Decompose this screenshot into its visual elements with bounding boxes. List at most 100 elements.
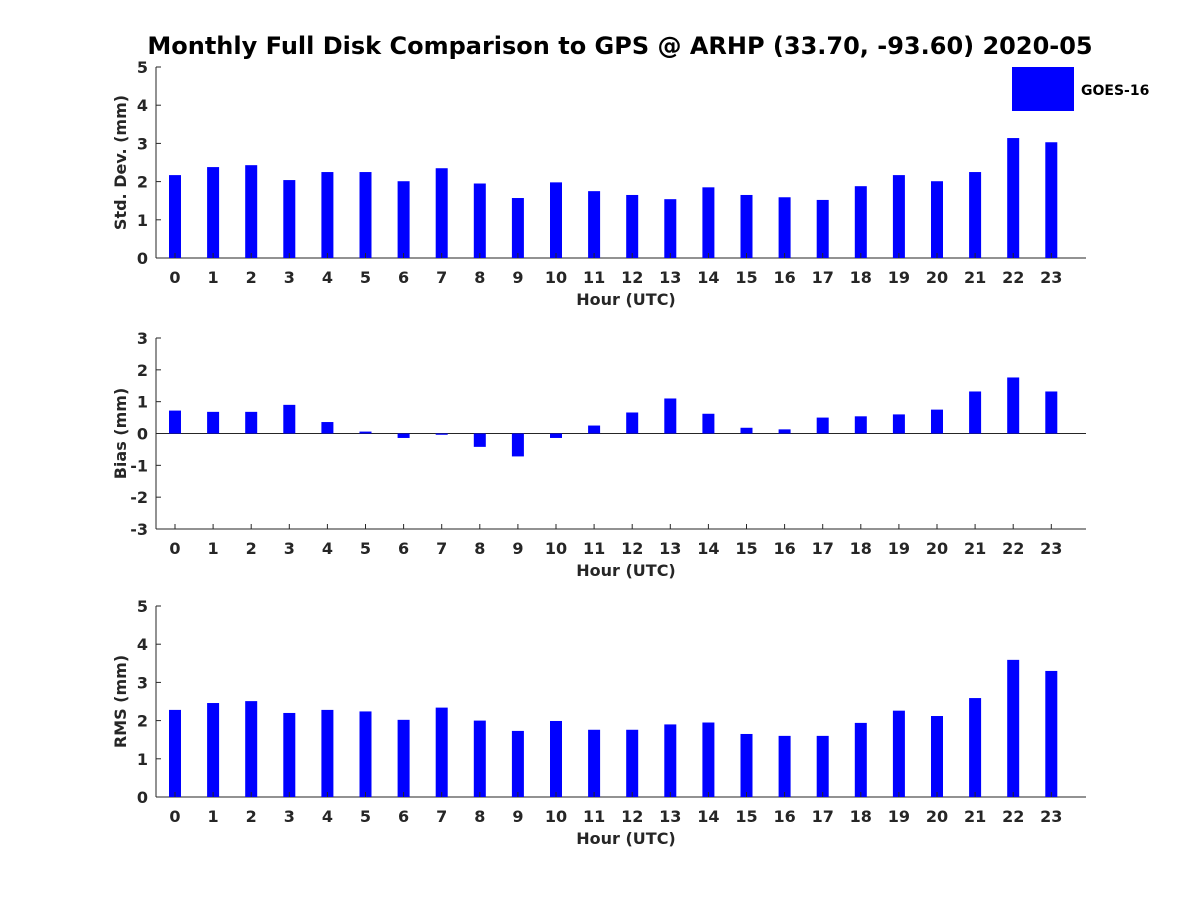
bar-hour-18 (854, 722, 867, 797)
bar-hour-7 (435, 433, 448, 435)
x-tick-label: 10 (545, 539, 567, 558)
x-tick-label: 16 (773, 807, 795, 826)
x-tick-label: 0 (169, 268, 180, 287)
legend-swatch (1012, 67, 1074, 111)
y-axis-label: Std. Dev. (mm) (111, 95, 130, 230)
bar-hour-15 (740, 733, 753, 797)
bar-hour-16 (778, 735, 791, 797)
x-tick-label: 1 (208, 268, 219, 287)
x-tick-label: 8 (474, 539, 485, 558)
x-tick-label: 11 (583, 268, 605, 287)
x-tick-label: 8 (474, 807, 485, 826)
x-tick-label: 9 (512, 807, 523, 826)
y-tick-label: 4 (137, 635, 148, 654)
bar-hour-6 (397, 433, 410, 438)
x-tick-label: 19 (888, 807, 910, 826)
x-tick-label: 6 (398, 268, 409, 287)
y-tick-label: 3 (137, 134, 148, 153)
bar-hour-17 (816, 417, 829, 434)
bar-hour-12 (626, 412, 639, 434)
x-tick-label: 22 (1002, 807, 1024, 826)
bar-hour-0 (169, 410, 181, 434)
x-tick-label: 21 (964, 268, 986, 287)
x-tick-label: 19 (888, 268, 910, 287)
x-tick-label: 21 (964, 807, 986, 826)
y-tick-label: 1 (137, 393, 148, 412)
bar-hour-11 (588, 729, 601, 797)
x-axis-label: Hour (UTC) (576, 561, 676, 580)
bar-hour-5 (359, 431, 372, 434)
y-tick-label: 2 (137, 712, 148, 731)
x-tick-label: 4 (322, 268, 333, 287)
bar-hour-19 (892, 414, 905, 434)
bar-hour-20 (931, 409, 943, 434)
x-tick-label: 17 (812, 268, 834, 287)
x-tick-label: 15 (735, 268, 757, 287)
x-tick-label: 18 (850, 539, 872, 558)
x-tick-label: 5 (360, 268, 371, 287)
x-tick-label: 20 (926, 807, 948, 826)
bar-hour-11 (588, 191, 601, 258)
y-axis-label: RMS (mm) (111, 655, 130, 748)
x-axis-label: Hour (UTC) (576, 829, 676, 848)
y-tick-label: 5 (137, 58, 148, 77)
x-tick-label: 2 (246, 807, 257, 826)
x-tick-label: 23 (1040, 539, 1062, 558)
bar-hour-3 (283, 712, 296, 797)
y-tick-label: 5 (137, 597, 148, 616)
x-tick-label: 7 (436, 807, 447, 826)
bar-hour-10 (550, 433, 562, 438)
y-tick-label: -2 (130, 488, 148, 507)
x-axis-label: Hour (UTC) (576, 290, 676, 309)
bar-hour-13 (664, 398, 677, 434)
y-tick-label: -3 (130, 520, 148, 539)
y-tick-label: 3 (137, 329, 148, 348)
bar-hour-23 (1045, 142, 1058, 258)
x-tick-label: 2 (246, 268, 257, 287)
x-tick-label: 14 (697, 268, 719, 287)
x-tick-label: 7 (436, 539, 447, 558)
x-tick-label: 3 (284, 807, 295, 826)
x-tick-label: 22 (1002, 539, 1024, 558)
bar-hour-4 (321, 172, 334, 258)
bar-hour-8 (473, 183, 486, 258)
x-tick-label: 10 (545, 268, 567, 287)
x-tick-label: 0 (169, 807, 180, 826)
bar-hour-12 (626, 194, 639, 258)
bar-hour-9 (511, 433, 524, 457)
bar-hour-4 (321, 709, 334, 797)
x-tick-label: 11 (583, 539, 605, 558)
y-tick-label: 0 (137, 425, 148, 444)
bar-hour-18 (854, 186, 867, 258)
x-tick-label: 13 (659, 539, 681, 558)
x-tick-label: 19 (888, 539, 910, 558)
bar-hour-3 (283, 180, 296, 258)
x-tick-label: 3 (284, 268, 295, 287)
bar-hour-3 (283, 404, 296, 434)
y-tick-label: 3 (137, 673, 148, 692)
x-tick-label: 0 (169, 539, 180, 558)
x-tick-label: 3 (284, 539, 295, 558)
bar-hour-22 (1007, 659, 1020, 797)
x-tick-label: 22 (1002, 268, 1024, 287)
bar-hour-23 (1045, 391, 1058, 434)
y-tick-label: 2 (137, 173, 148, 192)
x-tick-label: 5 (360, 807, 371, 826)
x-tick-label: 4 (322, 807, 333, 826)
bar-hour-15 (740, 427, 753, 434)
bar-hour-10 (550, 182, 562, 258)
x-tick-label: 12 (621, 807, 643, 826)
x-tick-label: 2 (246, 539, 257, 558)
bar-hour-7 (435, 168, 448, 258)
bar-hour-13 (664, 724, 677, 797)
x-tick-label: 7 (436, 268, 447, 287)
bar-hour-22 (1007, 138, 1020, 258)
bar-hour-11 (588, 425, 601, 434)
y-tick-label: 0 (137, 788, 148, 807)
x-tick-label: 6 (398, 539, 409, 558)
bar-hour-2 (245, 701, 258, 797)
